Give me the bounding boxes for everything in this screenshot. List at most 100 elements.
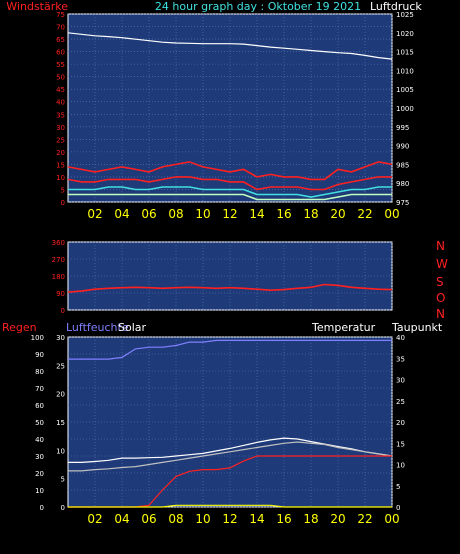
right-tick-label: 990 [396, 143, 409, 151]
x-tick-label: 04 [114, 207, 129, 221]
x-tick-label: 02 [87, 512, 102, 526]
regen-label: Regen [2, 321, 37, 334]
x-tick-label: 12 [222, 207, 237, 221]
left-tick-label: 65 [56, 36, 65, 44]
x-tick-label: 10 [195, 512, 210, 526]
taupunkt-tick-label: 10 [396, 462, 405, 470]
regen-tick-label: 40 [35, 436, 44, 444]
regen-tick-label: 80 [35, 368, 44, 376]
series-line-taupunkt [68, 441, 393, 472]
x-tick-label: 14 [249, 207, 264, 221]
regen-tick-label: 50 [35, 419, 44, 427]
x-tick-label: 00 [384, 512, 399, 526]
regen-tick-label: 0 [40, 504, 44, 512]
left-tick-label: 90 [56, 290, 65, 298]
right-tick-label: 1000 [396, 105, 414, 113]
left-tick-label: 50 [56, 74, 65, 82]
x-tick-label: 06 [141, 207, 156, 221]
left-tick-label: 180 [52, 273, 65, 281]
x-tick-label: 06 [141, 512, 156, 526]
x-tick-label: 18 [303, 207, 318, 221]
left-tick-label: 270 [52, 256, 65, 264]
x-tick-label: 02 [87, 207, 102, 221]
left-tick-label: 25 [56, 136, 65, 144]
regen-tick-label: 60 [35, 402, 44, 410]
x-tick-label: 04 [114, 512, 129, 526]
x-tick-label: 08 [168, 207, 183, 221]
series-line-windb-en [67, 161, 393, 181]
taupunkt-tick-label: 40 [396, 334, 405, 342]
luftfeuchte-tick-label: 15 [56, 419, 65, 427]
x-tick-label: 12 [222, 512, 237, 526]
taupunkt-label: Taupunkt [391, 321, 443, 334]
right-tick-label: 1015 [396, 49, 414, 57]
luftdruck-label: Luftdruck [370, 0, 422, 13]
series-line-windrichtung [67, 283, 393, 293]
right-tick-label: 1005 [396, 86, 414, 94]
left-tick-label: 5 [61, 186, 65, 194]
left-tick-label: 30 [56, 124, 65, 132]
series-line-solar [68, 504, 392, 508]
taupunkt-tick-label: 35 [396, 355, 405, 363]
luftfeuchte-tick-label: 5 [61, 476, 65, 484]
taupunkt-tick-label: 5 [396, 483, 400, 491]
left-tick-label: 40 [56, 99, 65, 107]
taupunkt-tick-label: 30 [396, 377, 405, 385]
x-tick-label: 22 [357, 512, 372, 526]
taupunkt-tick-label: 0 [396, 504, 400, 512]
left-tick-label: 20 [56, 149, 65, 157]
compass-label-o: O [436, 291, 445, 305]
left-tick-label: 45 [56, 86, 65, 94]
left-tick-label: 10 [56, 174, 65, 182]
chart-title: 24 hour graph day : Oktober 19 2021 [155, 0, 361, 13]
luftfeuchte-tick-label: 10 [56, 447, 65, 455]
left-tick-label: 0 [61, 199, 65, 207]
left-tick-label: 70 [56, 24, 65, 32]
taupunkt-tick-label: 25 [396, 398, 405, 406]
right-tick-label: 975 [396, 199, 409, 207]
x-tick-label: 14 [249, 512, 264, 526]
x-tick-label: 20 [330, 207, 345, 221]
right-tick-label: 1020 [396, 30, 414, 38]
x-tick-label: 00 [384, 207, 399, 221]
regen-tick-label: 100 [31, 334, 44, 342]
x-tick-label: 16 [276, 512, 291, 526]
right-tick-label: 995 [396, 124, 409, 132]
x-tick-label: 10 [195, 207, 210, 221]
taupunkt-tick-label: 15 [396, 440, 405, 448]
luftfeuchte-tick-label: 20 [56, 391, 65, 399]
luftfeuchte-tick-label: 30 [56, 334, 65, 342]
regen-tick-label: 90 [35, 351, 44, 359]
compass-label-n1: N [436, 239, 445, 253]
windstaerke-label: Windstärke [6, 0, 68, 13]
series-line-wind [68, 186, 392, 198]
left-tick-label: 360 [52, 239, 65, 247]
series-line-windmittel [67, 176, 392, 191]
luftfeuchte-tick-label: 25 [56, 362, 65, 370]
right-tick-label: 1025 [396, 11, 414, 19]
left-tick-label: 55 [56, 61, 65, 69]
series-line-wind-minimum [68, 193, 392, 201]
x-tick-label: 08 [168, 512, 183, 526]
luftfeuchte-tick-label: 0 [61, 504, 65, 512]
series-line-luftdruck [67, 32, 393, 60]
x-tick-label: 16 [276, 207, 291, 221]
regen-tick-label: 10 [35, 487, 44, 495]
data-series [67, 32, 393, 508]
right-tick-label: 1010 [396, 67, 414, 75]
compass-label-w: W [436, 257, 448, 271]
temperatur-label: Temperatur [311, 321, 376, 334]
x-tick-label: 18 [303, 512, 318, 526]
left-tick-label: 60 [56, 49, 65, 57]
series-line-temperatur [68, 437, 393, 463]
solar-label: Solar [118, 321, 147, 334]
regen-tick-label: 70 [35, 385, 44, 393]
right-tick-label: 985 [396, 161, 409, 169]
taupunkt-tick-label: 20 [396, 419, 405, 427]
grid-lines [68, 13, 393, 508]
left-tick-label: 15 [56, 161, 65, 169]
left-tick-label: 75 [56, 11, 65, 19]
right-tick-label: 980 [396, 180, 409, 188]
